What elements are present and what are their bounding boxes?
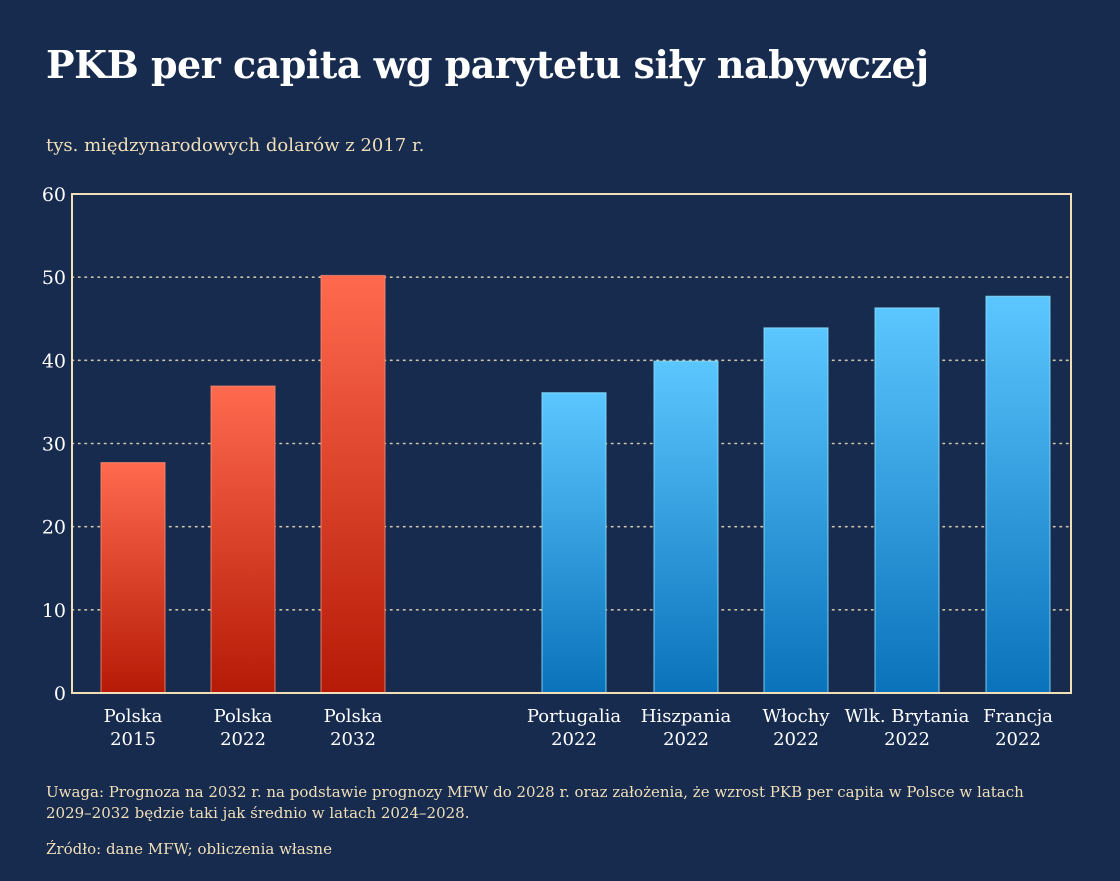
plot-frame [71, 193, 1072, 694]
x-tick-label: Francja [983, 706, 1053, 727]
bar [654, 361, 718, 693]
bar [542, 392, 606, 693]
bar [986, 296, 1050, 693]
x-tick-label: Wlk. Brytania [845, 706, 970, 727]
x-tick-label: 2015 [110, 729, 156, 750]
x-tick-label: Portugalia [527, 706, 621, 727]
bar [875, 307, 939, 693]
y-tick-label: 50 [42, 267, 66, 289]
x-tick-label: Polska [104, 706, 163, 727]
chart-source: Źródło: dane MFW; obliczenia własne [46, 840, 332, 858]
x-tick-label: 2022 [773, 729, 819, 750]
chart-note: Uwaga: Prognoza na 2032 r. na podstawie … [46, 783, 1024, 822]
x-tick-label: Włochy [762, 706, 830, 727]
x-tick-label: Hiszpania [641, 706, 732, 727]
chart-title: PKB per capita wg parytetu siły nabywcze… [46, 42, 929, 87]
y-tick-label: 20 [42, 517, 66, 539]
x-tick-label: 2022 [551, 729, 597, 750]
x-tick-label: 2022 [220, 729, 266, 750]
x-axis-labels: Polska2015Polska2022Polska2032Portugalia… [104, 706, 1054, 750]
x-tick-label: 2022 [995, 729, 1041, 750]
x-tick-label: 2022 [663, 729, 709, 750]
bar [211, 386, 275, 693]
y-tick-label: 10 [42, 600, 66, 622]
x-tick-label: 2022 [884, 729, 930, 750]
bar [764, 327, 828, 693]
x-tick-label: 2032 [330, 729, 376, 750]
y-axis-ticks: 0 10 20 30 40 50 60 [42, 184, 66, 705]
y-tick-label: 30 [42, 434, 66, 456]
bar [321, 275, 385, 693]
x-tick-label: Polska [324, 706, 383, 727]
bars [100, 274, 1051, 694]
y-tick-label: 0 [54, 683, 66, 705]
bar [101, 462, 165, 693]
chart-subtitle: tys. międzynarodowych dolarów z 2017 r. [46, 135, 425, 156]
x-tick-label: Polska [214, 706, 273, 727]
y-tick-label: 60 [42, 184, 66, 206]
y-tick-label: 40 [42, 350, 66, 372]
